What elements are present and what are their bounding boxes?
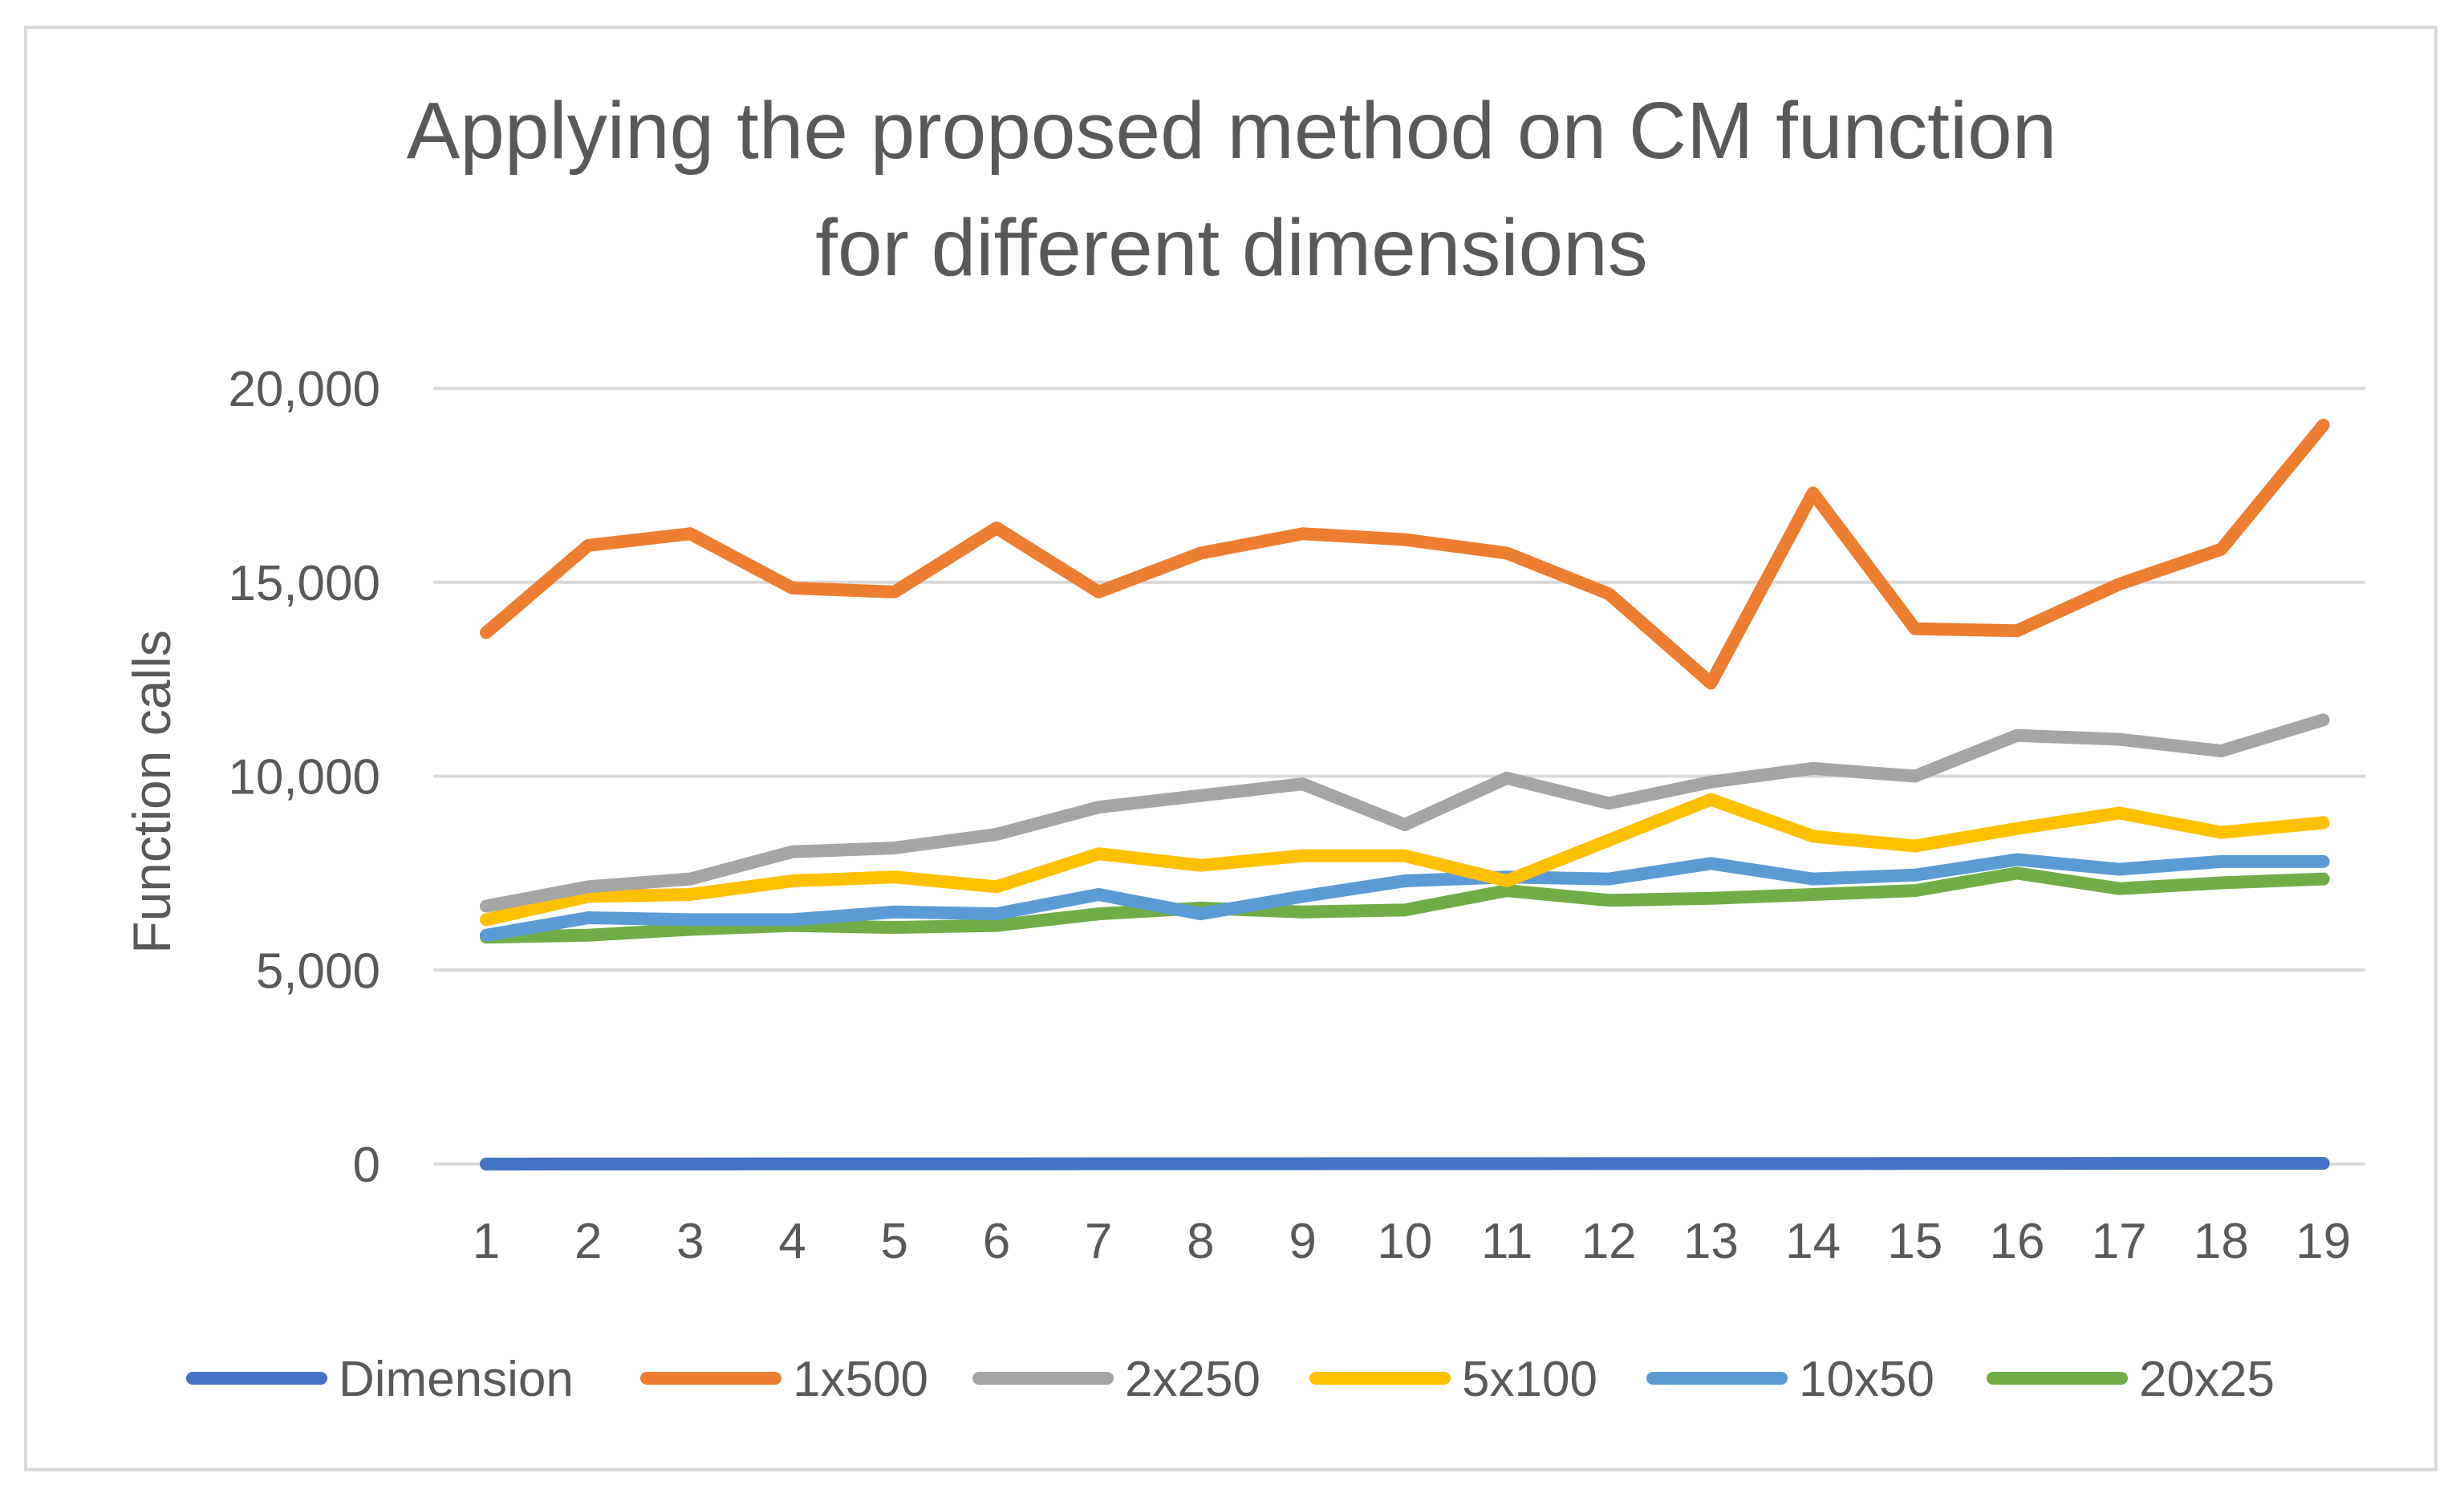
chart-title-line-2: for different dimensions (815, 203, 1648, 293)
y-tick-label: 0 (353, 1138, 380, 1193)
series-line-2x250 (480, 713, 2330, 913)
y-tick-label: 20,000 (228, 362, 380, 417)
gridlines (433, 387, 2365, 1166)
chart-title-line-1: Applying the proposed method on CM funct… (407, 86, 2057, 176)
y-tick-label: 15,000 (228, 556, 380, 611)
x-tick-label: 3 (676, 1214, 704, 1269)
y-axis-title: Function calls (122, 630, 181, 954)
x-tick-label: 18 (2194, 1214, 2249, 1269)
x-tick-label: 14 (1785, 1214, 1841, 1269)
x-tick-label: 19 (2296, 1214, 2351, 1269)
legend-label[interactable]: Dimension (339, 1352, 574, 1407)
x-tick-label: 9 (1289, 1214, 1316, 1269)
x-tick-label: 12 (1581, 1214, 1637, 1269)
series-lines (480, 418, 2330, 1170)
legend[interactable]: Dimension 1x500 2x250 5x100 10x50 20x25 (186, 1352, 2275, 1407)
series-line-5x100 (480, 793, 2330, 927)
legend-label[interactable]: 20x25 (2139, 1352, 2275, 1407)
x-tick-label: 2 (574, 1214, 602, 1269)
x-tick-label: 1 (473, 1214, 500, 1269)
x-tick-label: 4 (778, 1214, 806, 1269)
chart-frame (24, 26, 2438, 1471)
x-tick-label: 10 (1377, 1214, 1432, 1269)
x-tick-label: 15 (1887, 1214, 1942, 1269)
x-tick-label: 16 (1990, 1214, 2045, 1269)
legend-label[interactable]: 5x100 (1462, 1352, 1597, 1407)
x-tick-label: 5 (881, 1214, 908, 1269)
legend-label[interactable]: 2x250 (1125, 1352, 1260, 1407)
x-tick-label: 7 (1085, 1214, 1112, 1269)
y-tick-label: 10,000 (228, 750, 380, 805)
x-tick-label: 8 (1187, 1214, 1214, 1269)
series-line-10x50 (480, 853, 2330, 942)
legend-label[interactable]: 1x500 (793, 1352, 928, 1407)
series-line-dimension (480, 1157, 2330, 1170)
x-tick-label: 13 (1683, 1214, 1739, 1269)
x-tick-label: 17 (2092, 1214, 2147, 1269)
series-line-1x500 (480, 418, 2330, 690)
y-axis-tick-labels: 0 5,000 10,000 15,000 20,000 (228, 362, 380, 1193)
x-axis-tick-labels: 1 2 3 4 5 6 7 8 9 10 11 12 13 14 15 16 17 18 19 (473, 1214, 2351, 1269)
y-tick-label: 5,000 (256, 943, 380, 999)
x-tick-label: 11 (1481, 1214, 1532, 1269)
x-tick-label: 6 (983, 1214, 1010, 1269)
legend-label[interactable]: 10x50 (1799, 1352, 1934, 1407)
